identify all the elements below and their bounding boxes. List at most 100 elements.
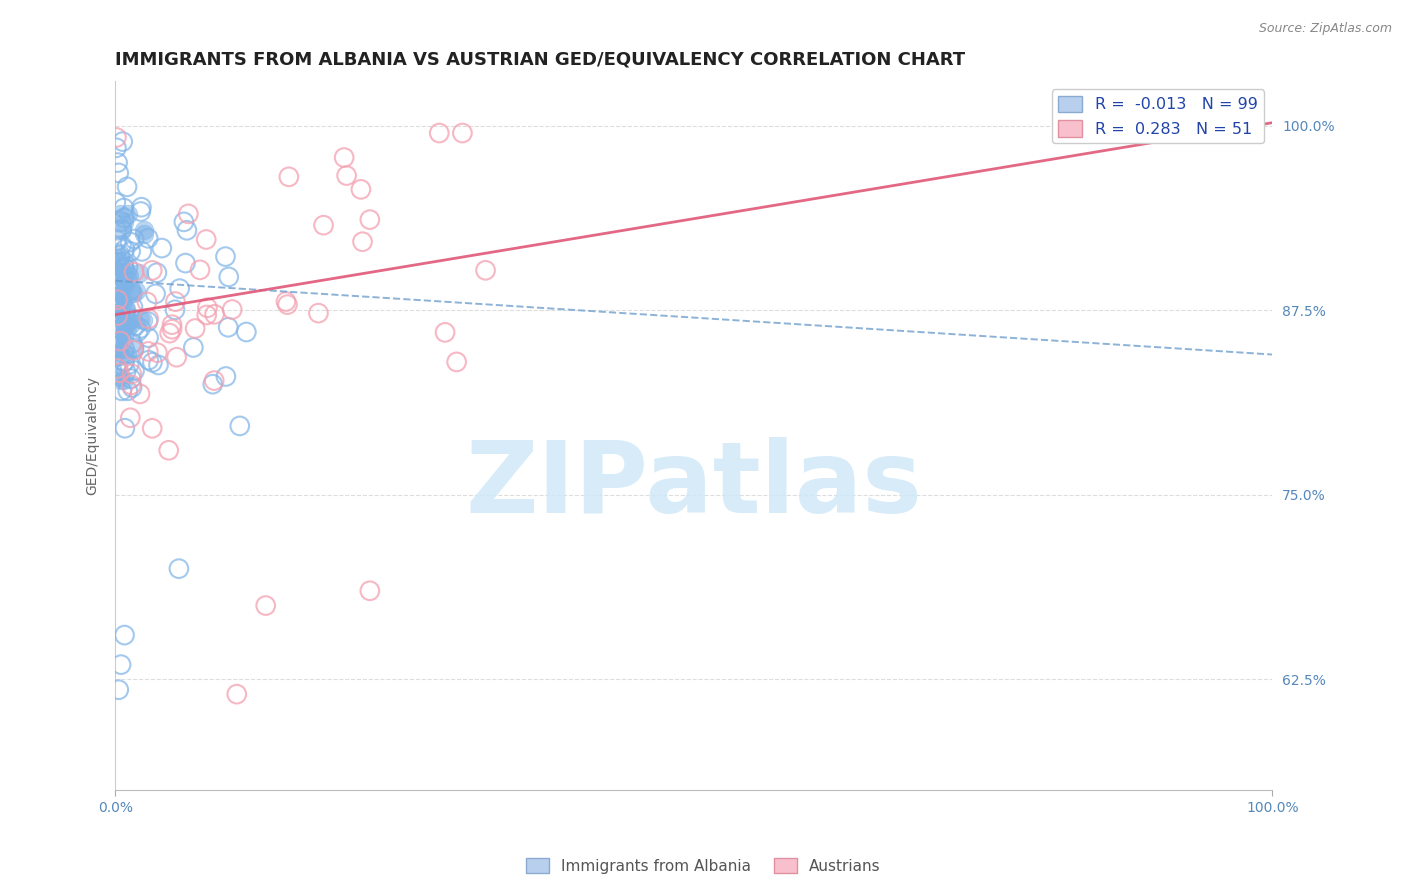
Point (350, 182, 373, 196)
Point (128, 312, 150, 326)
Point (146, 345, 169, 359)
Point (108, 349, 131, 363)
Point (188, 263, 211, 277)
Point (134, 227, 156, 242)
Point (112, 260, 135, 275)
Point (114, 342, 136, 356)
Point (128, 267, 150, 281)
Point (173, 215, 195, 229)
Point (120, 235, 142, 249)
Text: ZIPatlas: ZIPatlas (465, 437, 922, 533)
Point (114, 421, 136, 435)
Point (120, 372, 142, 386)
Legend: Immigrants from Albania, Austrians: Immigrants from Albania, Austrians (519, 852, 887, 880)
Point (122, 300, 145, 314)
Text: Source: ZipAtlas.com: Source: ZipAtlas.com (1258, 22, 1392, 36)
Point (359, 583, 381, 598)
Point (105, 265, 128, 279)
Point (107, 361, 129, 376)
Point (110, 255, 132, 269)
Point (111, 222, 134, 236)
Point (108, 285, 131, 299)
Point (105, 310, 128, 324)
Point (114, 309, 136, 323)
Point (121, 336, 143, 351)
Point (159, 326, 181, 340)
Point (124, 364, 146, 378)
Point (112, 201, 135, 215)
Point (108, 297, 131, 311)
Point (129, 204, 152, 219)
Point (121, 311, 143, 326)
Point (215, 369, 238, 384)
Point (112, 355, 135, 369)
Point (184, 321, 207, 335)
Point (107, 327, 129, 342)
Point (163, 302, 186, 317)
Point (195, 301, 218, 315)
Point (112, 310, 135, 325)
Point (110, 373, 132, 387)
Point (114, 301, 136, 316)
Point (336, 169, 359, 183)
Point (118, 269, 141, 284)
Point (121, 367, 143, 381)
Point (138, 331, 160, 345)
Point (111, 135, 134, 149)
Point (108, 366, 131, 380)
Point (107, 342, 129, 356)
Point (125, 284, 148, 298)
Point (105, 266, 128, 280)
Point (105, 255, 128, 269)
Point (451, 126, 474, 140)
Point (217, 320, 239, 334)
Point (110, 334, 132, 348)
Point (145, 286, 167, 301)
Point (111, 293, 134, 308)
Point (105, 290, 128, 304)
Point (111, 316, 134, 330)
Point (108, 280, 131, 294)
Point (136, 231, 159, 245)
Point (141, 355, 163, 369)
Point (112, 254, 135, 268)
Point (107, 166, 129, 180)
Point (427, 126, 450, 140)
Point (120, 377, 142, 392)
Point (114, 242, 136, 256)
Point (112, 260, 135, 274)
Point (183, 341, 205, 355)
Point (150, 241, 173, 255)
Point (105, 292, 128, 306)
Point (105, 310, 128, 325)
Legend: R =  -0.013   N = 99, R =  0.283   N = 51: R = -0.013 N = 99, R = 0.283 N = 51 (1052, 89, 1264, 144)
Point (112, 373, 135, 387)
Point (108, 207, 131, 221)
Point (112, 313, 135, 327)
Point (107, 293, 129, 307)
Point (107, 339, 129, 353)
Point (120, 244, 142, 259)
Point (111, 384, 134, 398)
Point (160, 318, 183, 332)
Point (108, 296, 131, 310)
Point (107, 298, 129, 312)
Point (108, 273, 131, 287)
Point (138, 353, 160, 368)
Point (115, 265, 138, 279)
Point (112, 331, 135, 345)
Point (141, 421, 163, 435)
Point (352, 235, 374, 249)
Point (132, 312, 155, 326)
Point (108, 296, 131, 310)
Point (110, 299, 132, 313)
Point (120, 410, 142, 425)
Point (274, 294, 297, 309)
Point (117, 384, 139, 398)
Point (108, 274, 131, 288)
Point (105, 255, 128, 269)
Y-axis label: GED/Equivalency: GED/Equivalency (86, 376, 100, 495)
Point (148, 358, 170, 372)
Point (124, 318, 146, 333)
Point (108, 277, 131, 291)
